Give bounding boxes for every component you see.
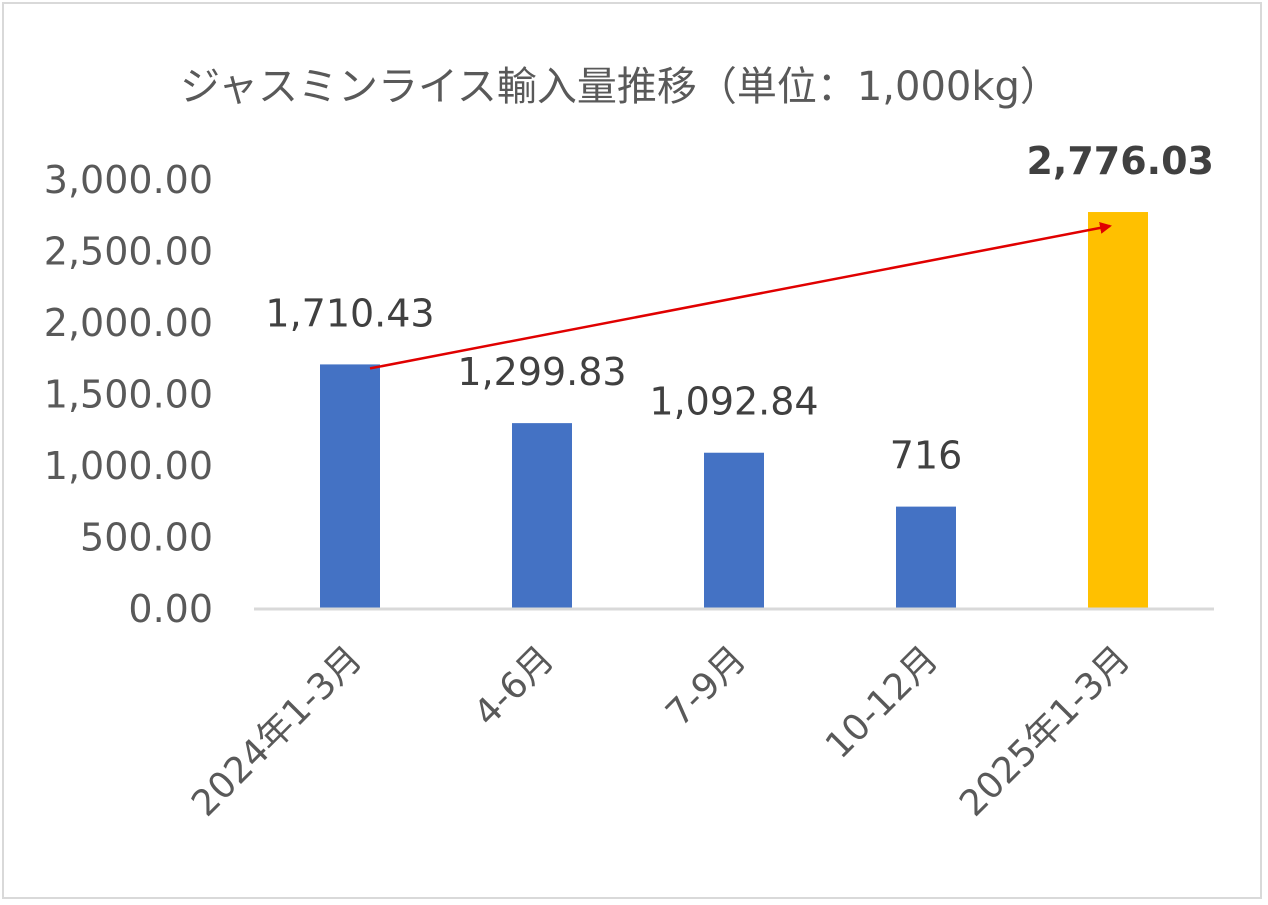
y-tick-label: 1,000.00 — [44, 444, 213, 488]
x-tick-label: 7-9月 — [658, 638, 754, 734]
y-tick-label: 3,000.00 — [44, 158, 213, 202]
y-tick-label: 2,000.00 — [44, 301, 213, 345]
y-axis: 0.00 500.00 1,000.00 1,500.00 2,000.00 2,500.… — [44, 158, 213, 631]
data-label: 1,710.43 — [265, 291, 434, 335]
y-tick-label: 1,500.00 — [44, 373, 213, 417]
data-label: 2,776.03 — [1026, 139, 1214, 183]
x-tick-label: 2025年1-3月 — [952, 638, 1138, 824]
x-tick-label: 2024年1-3月 — [184, 638, 370, 824]
trend-arrow — [369, 222, 1112, 370]
data-label: 1,092.84 — [649, 380, 818, 424]
bars — [320, 212, 1148, 609]
data-label: 716 — [890, 434, 963, 478]
x-tick-label: 10-12月 — [818, 638, 946, 766]
bar — [1088, 212, 1148, 609]
data-labels: 1,710.43 1,299.83 1,092.84 716 2,776.03 — [265, 139, 1214, 478]
bar — [896, 506, 956, 609]
chart-title: ジャスミンライス輸入量推移（単位：1,000kg） — [180, 64, 1060, 110]
x-axis: 2024年1-3月 4-6月 7-9月 10-12月 2025年1-3月 — [184, 638, 1138, 824]
data-label: 1,299.83 — [457, 350, 626, 394]
y-tick-label: 2,500.00 — [44, 230, 213, 274]
y-tick-label: 500.00 — [80, 516, 213, 560]
x-tick-label: 4-6月 — [466, 638, 562, 734]
bar — [320, 364, 380, 609]
y-tick-label: 0.00 — [128, 587, 213, 631]
bar — [704, 452, 764, 609]
bar — [512, 423, 572, 609]
